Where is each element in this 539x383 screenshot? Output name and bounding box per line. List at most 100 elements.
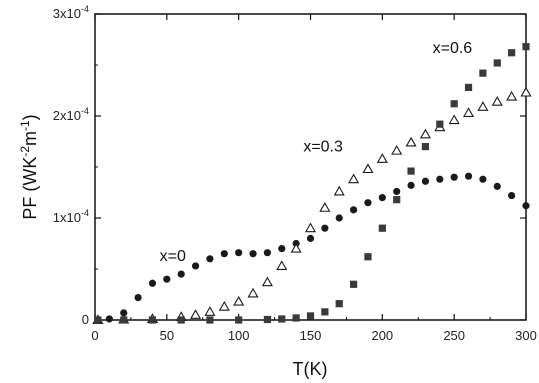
x-tick-label: 100 [228,328,250,343]
data-point [218,301,230,311]
data-point [94,316,102,324]
data-point [491,96,503,106]
data-point [376,153,388,163]
data-point [263,249,271,257]
series-x=0.6 [94,43,530,324]
data-point [276,260,288,270]
data-point [479,175,487,183]
data-point [190,309,202,319]
data-point [421,177,430,185]
data-point [335,300,343,308]
y-axis: 0 1x10-4 2x10-4 3x10-4 [53,4,526,327]
data-point [378,224,386,232]
data-point [464,172,473,180]
data-point [522,43,530,51]
data-point [233,295,245,306]
data-point [421,143,430,151]
y-tick-label: 0 [82,312,89,327]
x-tick-label: 250 [443,328,465,343]
series-label: x=0.3 [303,139,343,156]
data-point [120,316,128,324]
data-point [321,224,329,232]
series-label: x=0.6 [433,40,473,57]
data-point [263,315,271,324]
data-point [522,202,530,210]
data-point [148,279,157,287]
y-axis-title: PF (WK-2m-1) [18,114,40,219]
data-point [120,309,128,317]
data-point [134,293,142,302]
data-point [407,181,415,189]
data-point [378,194,386,202]
data-point [206,316,214,324]
data-point [247,287,259,298]
x-tick-label: 300 [515,328,537,343]
x-tick-label: 200 [371,328,393,343]
x-tick-label: 50 [160,328,174,343]
data-point [261,276,273,287]
data-point [148,316,157,324]
data-point [204,306,216,316]
series-x=0.3 [92,86,532,325]
series-x=0 [94,172,530,324]
data-point [450,173,458,181]
data-point [333,185,345,196]
data-point [407,167,415,175]
data-point [319,202,331,212]
data-point [335,214,343,222]
annotation-layer: x=0 x=0.3 x=0.6 [160,40,473,265]
data-point [493,59,501,67]
data-point [290,242,302,253]
data-point [448,114,460,125]
data-point [206,255,214,263]
data-point [419,128,431,139]
data-point [163,275,171,283]
data-point [235,249,243,257]
data-point [520,86,532,97]
data-point [393,187,401,196]
data-point [249,250,257,258]
data-point [477,101,489,111]
data-point [508,49,516,57]
data-point [436,120,444,128]
data-point [462,107,475,117]
data-point [306,312,315,320]
y-tick-label: 2x10-4 [53,106,89,123]
data-point [292,314,300,322]
data-point [493,182,501,190]
data-point [278,245,286,253]
x-axis: 0 50 100 150 200 250 300 [91,14,537,343]
data-point [191,262,200,270]
data-point [508,191,516,200]
data-point [278,315,286,323]
data-point [350,206,358,214]
data-point [350,280,358,288]
data-point [348,173,360,184]
data-point [220,250,228,258]
x-tick-label: 0 [91,328,98,343]
data-point [105,315,113,323]
data-point [506,90,518,101]
series-label: x=0 [160,248,186,265]
x-axis-title: T(K) [293,359,328,379]
y-tick-label: 3x10-4 [53,4,89,21]
y-tick-label: 1x10-4 [53,208,89,225]
x-tick-label: 150 [300,328,322,343]
series-layer [92,43,532,325]
data-point [321,308,329,316]
data-point [436,175,444,183]
data-point [364,253,372,261]
data-point [450,100,458,108]
data-point [391,144,403,155]
data-point [177,316,185,324]
data-point [393,196,401,204]
plot-frame [94,13,527,321]
data-point [304,222,317,233]
data-point [306,234,315,242]
data-point [364,199,372,207]
data-point [362,163,374,174]
data-point [464,83,473,92]
data-point [479,69,487,77]
data-point [177,270,185,278]
